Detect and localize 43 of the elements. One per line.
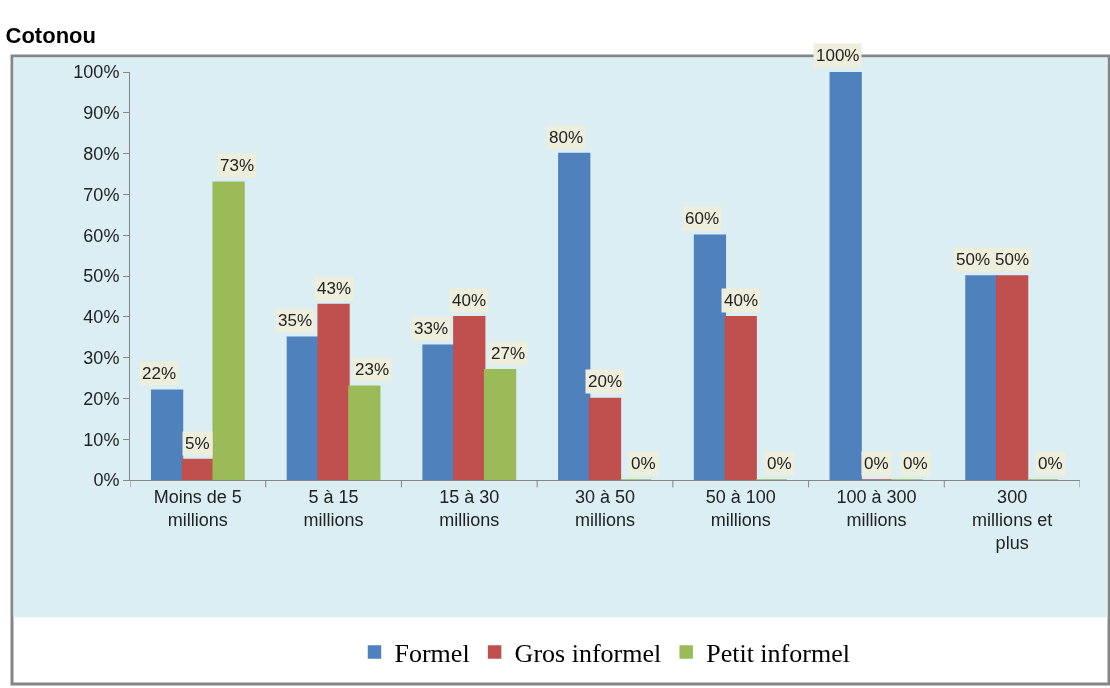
data-label: 23% (355, 360, 390, 379)
data-label: 73% (220, 156, 255, 175)
data-label: 60% (685, 209, 720, 228)
data-label: 5% (185, 434, 210, 453)
data-label: 50% (956, 250, 991, 269)
data-label: 80% (549, 128, 584, 147)
y-tick-label: 90% (83, 103, 120, 124)
y-tick-label: 50% (83, 266, 120, 287)
legend-label: Formel (394, 639, 470, 669)
legend-label: Gros informel (514, 639, 662, 669)
data-label: 22% (142, 364, 177, 383)
chart-title: Cotonou (5, 22, 96, 48)
y-tick-label: 100% (73, 62, 120, 83)
data-label: 100% (816, 46, 860, 65)
y-tick-label: 30% (83, 347, 120, 368)
data-label: 27% (491, 344, 526, 363)
data-label: 0% (767, 454, 792, 473)
x-tick-label: 300 millions et plus (972, 486, 1053, 554)
data-label: 40% (452, 291, 487, 310)
data-label: 0% (1038, 454, 1063, 473)
data-label: 33% (414, 319, 449, 338)
y-tick-label: 10% (83, 429, 120, 450)
y-tick-label: 70% (83, 184, 120, 205)
data-label: 35% (278, 311, 313, 330)
y-tick-label: 80% (83, 143, 120, 164)
data-label: 0% (631, 454, 656, 473)
legend-label: Petit informel (706, 639, 850, 669)
y-tick-label: 0% (93, 470, 120, 491)
y-tick-label: 60% (83, 225, 120, 246)
x-tick-label: 100 à 300 millions (836, 486, 917, 530)
data-label: 20% (588, 372, 623, 391)
x-tick-label: Moins de 5 millions (153, 486, 242, 530)
x-tick-label: 50 à 100 millions (705, 486, 776, 530)
y-tick-label: 40% (83, 307, 120, 328)
data-label: 0% (864, 454, 889, 473)
data-label: 0% (903, 454, 928, 473)
data-label: 50% (995, 250, 1030, 269)
x-tick-label: 30 à 50 millions (574, 486, 636, 530)
x-tick-label: 5 à 15 millions (303, 486, 364, 530)
y-tick-label: 20% (83, 388, 120, 409)
data-label: 43% (317, 279, 352, 298)
data-label: 40% (724, 291, 759, 310)
x-tick-label: 15 à 30 millions (439, 486, 500, 530)
